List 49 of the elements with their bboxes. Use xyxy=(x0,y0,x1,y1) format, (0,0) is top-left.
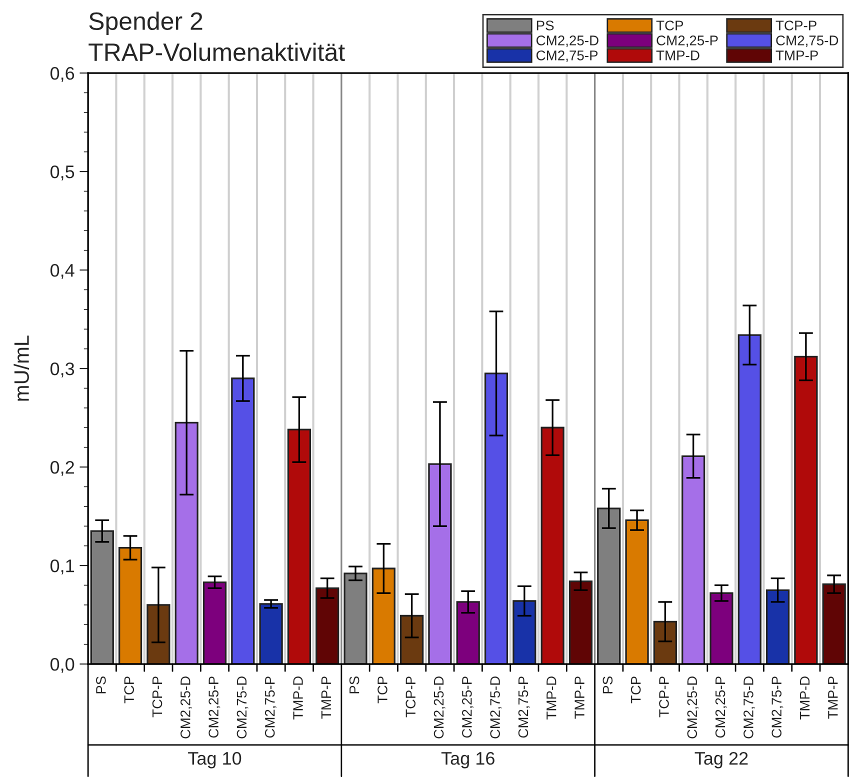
text: TMP-D xyxy=(800,676,810,720)
legend-label: CM2,25-D xyxy=(536,36,598,48)
legend-label: CM2,75-P xyxy=(536,50,598,62)
y-tick-label: 0,3 xyxy=(50,362,74,378)
text: CM2,25-D xyxy=(687,676,699,738)
text: CM2,25-D xyxy=(434,676,446,738)
text: CM2,75-P xyxy=(772,676,784,738)
text: TCP-P xyxy=(152,676,162,718)
text: TCP-P xyxy=(406,676,416,718)
text: CM2,25-D xyxy=(180,676,192,738)
x-tick-label: Tag 10 xyxy=(188,752,242,768)
text: TMP-D xyxy=(293,676,303,720)
legend-label: TCP xyxy=(656,20,684,30)
x-tick-label: Tag 16 xyxy=(441,752,494,768)
text: PS xyxy=(602,676,613,694)
text: CM2,25-P xyxy=(462,676,474,738)
text: TMP-P xyxy=(574,676,584,719)
text: CM2,75-D xyxy=(744,676,755,738)
legend-label: CM2,25-P xyxy=(656,36,718,48)
legend-label: TMP-P xyxy=(776,50,818,60)
text: PS xyxy=(349,676,360,694)
chart-title: Spender 2 xyxy=(89,12,202,35)
legend-label: PS xyxy=(536,20,554,30)
y-tick-label: 0,0 xyxy=(50,658,74,673)
text: TCP xyxy=(378,676,388,704)
x-tick-label: Tag 22 xyxy=(694,752,748,768)
text: CM2,75-D xyxy=(236,676,248,738)
y-tick-label: 0,5 xyxy=(50,165,74,180)
text: TCP-P xyxy=(659,676,669,718)
y-tick-label: 0,4 xyxy=(50,264,74,279)
legend-label: TMP-D xyxy=(656,50,700,60)
text: CM2,25-P xyxy=(208,676,220,738)
y-tick-label: 0,1 xyxy=(50,559,74,574)
text: CM2,75-D xyxy=(490,676,502,738)
y-tick-label: 0,2 xyxy=(50,460,74,476)
y-tick-label: 0,6 xyxy=(50,66,74,82)
text: CM2,75-P xyxy=(518,676,530,738)
text: CM2,25-P xyxy=(715,676,727,738)
text: TMP-P xyxy=(828,676,838,719)
text: TCP xyxy=(124,676,134,704)
text: TCP xyxy=(630,676,641,704)
text: TMP-P xyxy=(321,676,331,719)
text: TMP-D xyxy=(546,676,556,720)
legend-label: TCP-P xyxy=(776,20,816,30)
text: PS xyxy=(96,676,106,694)
y-axis-title: mU/mL xyxy=(14,336,29,401)
chart-subtitle: TRAP-Volumenaktivität xyxy=(88,42,345,62)
legend-label: CM2,75-D xyxy=(776,36,838,48)
text: CM2,75-P xyxy=(264,676,276,738)
